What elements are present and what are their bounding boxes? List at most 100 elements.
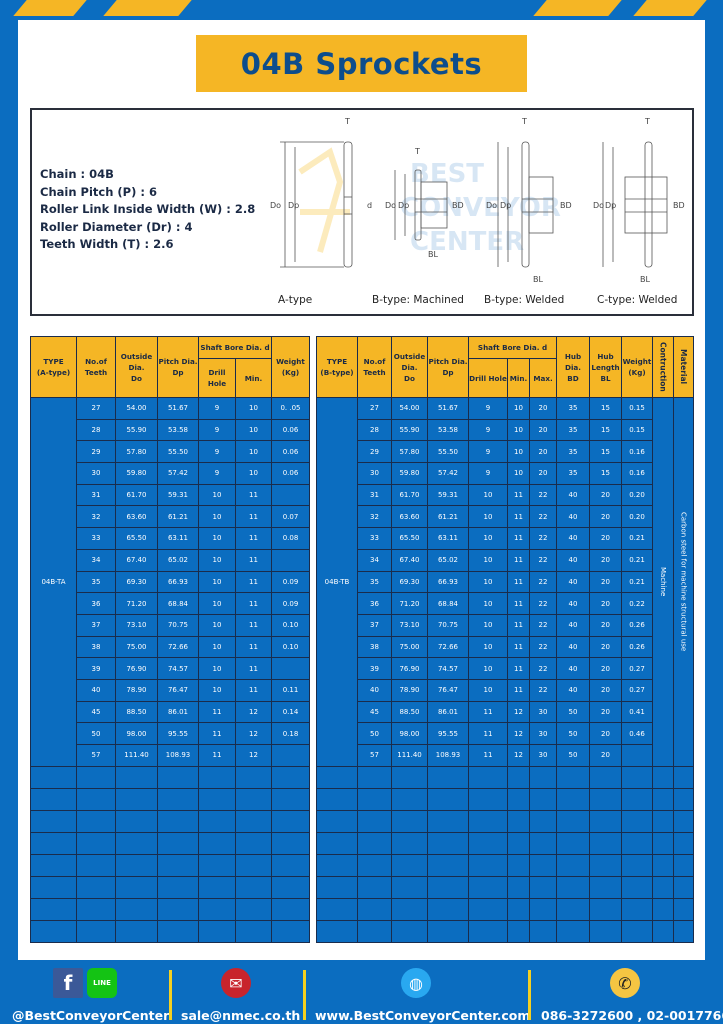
- table-cell: 10: [468, 483, 508, 507]
- table-cell: 0.26: [621, 613, 653, 637]
- table-cell: 9: [468, 440, 508, 464]
- diagram-b-welded: Do Dp BD BL T: [486, 117, 572, 284]
- divider: [303, 970, 306, 1020]
- empty-cell: [157, 831, 199, 855]
- table-cell: 11: [507, 635, 530, 659]
- table-cell: 30: [76, 462, 116, 485]
- empty-cell: [316, 809, 358, 833]
- table-cell: 11: [235, 483, 272, 507]
- svg-text:BL: BL: [533, 275, 543, 284]
- table-cell: 28: [357, 418, 392, 442]
- table-cell: 20: [529, 440, 557, 464]
- empty-row: [316, 875, 694, 899]
- table-cell: 20: [589, 483, 622, 507]
- empty-cell: [621, 787, 653, 811]
- table-cell: 11: [507, 483, 530, 507]
- table-cell: 9: [198, 440, 236, 464]
- empty-cell: [468, 897, 508, 921]
- table-cell: 67.40: [115, 548, 158, 572]
- decor-stripe: [103, 0, 192, 16]
- phone-numbers[interactable]: 086-3272600 , 02-0017766: [541, 1008, 723, 1023]
- empty-cell: [235, 897, 272, 921]
- table-cell: 40: [556, 527, 590, 550]
- table-cell: 10: [235, 440, 272, 464]
- table-cell: 12: [235, 722, 272, 745]
- empty-row: [30, 853, 310, 877]
- facebook-icon[interactable]: f: [53, 968, 83, 998]
- table-row: 32 63.60 61.21 10 11 22 40 20 0.20: [317, 505, 694, 529]
- table-cell: 15: [589, 462, 622, 485]
- empty-row: [30, 809, 310, 833]
- svg-text:T: T: [644, 117, 650, 126]
- table-cell: 0.20: [621, 483, 653, 507]
- table-cell: 10: [198, 505, 236, 529]
- empty-cell: [556, 787, 590, 811]
- table-cell: 88.50: [115, 700, 158, 724]
- header-shaft-bore: Shaft Bore Dia. d: [198, 336, 272, 359]
- empty-cell: [157, 765, 199, 789]
- table-cell: 40: [556, 570, 590, 594]
- table-cell: [271, 657, 310, 680]
- table-cell: 53.58: [427, 418, 469, 442]
- table-cell: 34: [357, 548, 392, 572]
- table-cell: 86.01: [157, 700, 199, 724]
- empty-cell: [30, 765, 77, 789]
- empty-cell: [357, 875, 392, 899]
- table-cell: 11: [468, 722, 508, 745]
- table-row: 37 73.10 70.75 10 11 22 40 20 0.26: [317, 613, 694, 637]
- divider: [169, 970, 172, 1020]
- table-cell: 98.00: [391, 722, 428, 745]
- table-cell: 65.02: [427, 548, 469, 572]
- table-cell: 27: [357, 397, 392, 420]
- svg-text:T: T: [414, 147, 420, 156]
- table-cell: 0.20: [621, 505, 653, 529]
- empty-cell: [235, 809, 272, 833]
- table-cell: 37: [357, 613, 392, 637]
- table-row: 40 78.90 76.47 10 11 0.11: [31, 678, 310, 702]
- empty-cell: [652, 919, 674, 943]
- table-cell: 78.90: [115, 678, 158, 702]
- table-cell: 35: [556, 397, 590, 420]
- social-handle[interactable]: @BestConveyorCenter: [12, 1008, 170, 1023]
- empty-cell: [589, 809, 622, 833]
- table-cell: 10: [198, 678, 236, 702]
- website-link[interactable]: www.BestConveyorCenter.com: [315, 1008, 531, 1023]
- empty-cell: [198, 831, 236, 855]
- table-cell: 61.70: [391, 483, 428, 507]
- table-cell: 10: [507, 440, 530, 464]
- table-cell: 57: [357, 744, 392, 767]
- table-cell: 74.57: [157, 657, 199, 680]
- table-cell: 95.55: [157, 722, 199, 745]
- table-cell: 10: [235, 397, 272, 420]
- empty-cell: [115, 853, 158, 877]
- empty-cell: [427, 831, 469, 855]
- table-cell: 59.80: [391, 462, 428, 485]
- header-outside-dia: Outside Dia. Do: [391, 336, 428, 398]
- empty-cell: [391, 831, 428, 855]
- table-cell: 57.42: [427, 462, 469, 485]
- table-cell: 20: [589, 527, 622, 550]
- svg-text:BD: BD: [452, 201, 464, 210]
- empty-cell: [157, 897, 199, 921]
- table-cell: 59.31: [157, 483, 199, 507]
- email-link[interactable]: sale@nmec.co.th: [181, 1008, 301, 1023]
- table-cell: 15: [589, 418, 622, 442]
- table-cell: 0. .05: [271, 397, 310, 420]
- globe-icon: ◍: [401, 968, 431, 998]
- header-type: TYPE (A-type): [30, 336, 77, 398]
- table-cell: 0.27: [621, 657, 653, 680]
- table-cell: 37: [76, 613, 116, 637]
- empty-cell: [235, 765, 272, 789]
- svg-text:T: T: [344, 117, 350, 126]
- empty-cell: [391, 875, 428, 899]
- header-max: Max.: [529, 358, 557, 398]
- table-cell: 54.00: [115, 397, 158, 420]
- table-cell: 11: [468, 744, 508, 767]
- table-cell: 61.21: [427, 505, 469, 529]
- table-cell: 68.84: [157, 592, 199, 615]
- empty-cell: [529, 897, 557, 921]
- table-cell: 10: [198, 657, 236, 680]
- table-cell: 9: [198, 418, 236, 442]
- spec-panel: Chain : 04B Chain Pitch (P) : 6 Roller L…: [30, 108, 694, 316]
- line-icon[interactable]: LINE: [87, 968, 117, 998]
